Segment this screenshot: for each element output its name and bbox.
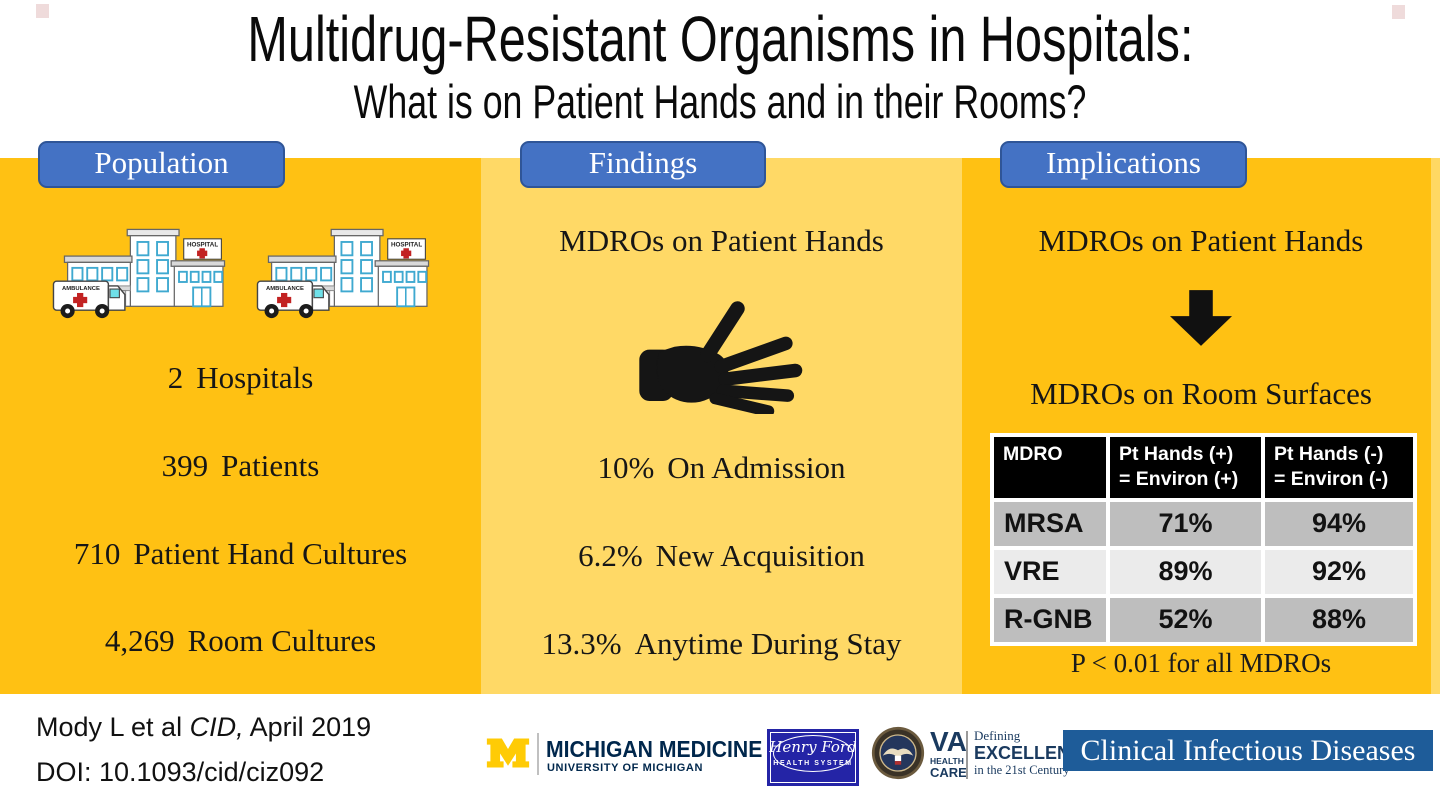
table-row-mrsa-neg: 94%: [1265, 501, 1413, 546]
stat-on-admission: 10% On Admission: [481, 450, 962, 486]
henry-ford-subname: HEALTH SYSTEM: [773, 760, 853, 767]
population-header-badge: Population: [38, 141, 285, 188]
implications-header-badge: Implications: [1000, 141, 1247, 188]
stat-new-acquisition-label: New Acquisition: [655, 538, 865, 573]
va-health-care-logo: VA HEALTH CARE: [930, 726, 967, 781]
va-care-label: CARE: [930, 765, 967, 781]
panel-right-edge-strip: [1431, 158, 1440, 694]
stat-on-admission-label: On Admission: [667, 450, 846, 485]
table-row-vre-pos: 89%: [1110, 549, 1261, 594]
panel-findings: [481, 158, 962, 694]
ambulance-icon: AMBULANCE: [52, 280, 126, 319]
hospital-building-icon: HOSPITAL AMBULANCE: [52, 228, 225, 319]
svg-text:AMBULANCE: AMBULANCE: [62, 286, 100, 292]
stat-hospitals-value: 2: [167, 360, 184, 395]
stat-anytime-stay: 13.3% Anytime During Stay: [481, 626, 962, 662]
doi-line: DOI: 10.1093/cid/ciz092: [36, 757, 325, 787]
stat-hand-cultures-label: Patient Hand Cultures: [133, 536, 408, 571]
corner-mark-right: [1392, 5, 1405, 19]
stat-patients-label: Patients: [221, 448, 320, 483]
stat-hospitals-label: Hospitals: [196, 360, 314, 395]
table-row-rgnb-pos: 52%: [1110, 597, 1261, 642]
michigan-medicine-name: MICHIGAN MEDICINE: [546, 736, 763, 762]
table-header-mdro: MDRO: [994, 437, 1106, 498]
hospitals-illustration: HOSPITAL AMBULANCE: [0, 220, 481, 322]
university-of-michigan-label: UNIVERSITY OF MICHIGAN: [547, 762, 704, 774]
table-row-mrsa-pos: 71%: [1110, 501, 1261, 546]
va-acronym: VA: [930, 726, 967, 757]
stat-hand-cultures-value: 710: [73, 536, 121, 571]
pvalue-note: P < 0.01 for all MDROs: [1070, 648, 1332, 678]
stat-on-admission-value: 10%: [597, 450, 655, 485]
page-title-text: Multidrug-Resistant Organisms in Hospita…: [246, 3, 1194, 75]
va-health-label: HEALTH: [930, 756, 964, 767]
hospital-sign: HOSPITAL: [182, 238, 222, 260]
henry-ford-logo: Henry Ford HEALTH SYSTEM: [767, 729, 859, 786]
michigan-block-m-icon: [486, 738, 530, 768]
citation-post: April 2019: [243, 712, 372, 742]
stat-hand-cultures: 710 Patient Hand Cultures: [0, 536, 481, 572]
svg-text:AMBULANCE: AMBULANCE: [266, 286, 304, 292]
va-tagline-century: in the 21st Century: [974, 762, 1070, 777]
hospital-building-icon: HOSPITAL AMBULANCE: [256, 228, 429, 319]
stat-room-cultures-label: Room Cultures: [187, 623, 377, 658]
findings-subtitle: MDROs on Patient Hands: [559, 223, 884, 258]
clinical-infectious-diseases-logo: Clinical Infectious Diseases: [1063, 730, 1433, 771]
stat-anytime-stay-value: 13.3%: [541, 626, 622, 661]
svg-text:HOSPITAL: HOSPITAL: [186, 242, 217, 249]
svg-text:HOSPITAL: HOSPITAL: [390, 242, 421, 249]
va-tagline-defining: Defining: [974, 728, 1021, 743]
hospital-sign: HOSPITAL: [386, 238, 426, 260]
table-row-vre-neg: 92%: [1265, 549, 1413, 594]
va-logo-divider: [966, 731, 968, 779]
stat-room-cultures-value: 4,269: [104, 623, 175, 658]
stat-room-cultures: 4,269 Room Cultures: [0, 623, 481, 659]
stat-patients: 399 Patients: [0, 448, 481, 484]
table-row-rgnb-name: R-GNB: [994, 597, 1106, 642]
findings-header-label: Findings: [588, 144, 698, 180]
clinical-infectious-diseases-name: Clinical Infectious Diseases: [1080, 733, 1416, 767]
ambulance-icon: AMBULANCE: [256, 280, 330, 319]
va-seal-icon: [871, 726, 925, 780]
citation-pre: Mody L et al: [36, 712, 190, 742]
stat-hospitals: 2 Hospitals: [0, 360, 481, 396]
stat-patients-value: 399: [161, 448, 209, 483]
table-header-hands-positive: Pt Hands (+) = Environ (+): [1110, 437, 1261, 498]
table-row-rgnb-neg: 88%: [1265, 597, 1413, 642]
corner-mark-left: [36, 4, 49, 18]
citation-journal: CID,: [189, 712, 244, 742]
page-subtitle: What is on Patient Hands and in their Ro…: [0, 74, 1440, 129]
population-header-label: Population: [94, 144, 229, 180]
stat-anytime-stay-label: Anytime During Stay: [634, 626, 902, 661]
open-hand-icon: [481, 296, 962, 414]
page-subtitle-text: What is on Patient Hands and in their Ro…: [353, 75, 1087, 128]
implications-cause: MDROs on Patient Hands: [1038, 223, 1364, 258]
table-row-mrsa-name: MRSA: [994, 501, 1106, 546]
henry-ford-name: Henry Ford: [769, 738, 857, 756]
down-arrow-icon: [962, 276, 1440, 360]
henry-ford-oval: [773, 735, 853, 772]
implications-effect: MDROs on Room Surfaces: [1030, 376, 1372, 411]
stat-new-acquisition: 6.2% New Acquisition: [481, 538, 962, 574]
citation-line: Mody L et al CID, April 2019: [36, 712, 371, 743]
implications-header-label: Implications: [1046, 144, 1201, 180]
table-header-hands-negative: Pt Hands (-) = Environ (-): [1265, 437, 1413, 498]
mdro-table: MDRO Pt Hands (+) = Environ (+) Pt Hands…: [990, 433, 1417, 646]
henry-ford-border: [770, 732, 856, 783]
table-row-vre-name: VRE: [994, 549, 1106, 594]
stat-new-acquisition-value: 6.2%: [578, 538, 643, 573]
findings-header-badge: Findings: [520, 141, 766, 188]
michigan-logo-divider: [537, 733, 539, 775]
page-title: Multidrug-Resistant Organisms in Hospita…: [0, 2, 1440, 76]
